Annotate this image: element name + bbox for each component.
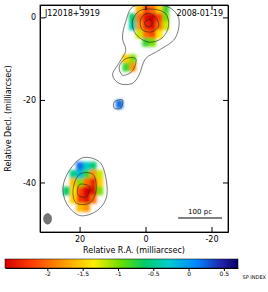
tick-mark [80, 227, 81, 232]
tick-label: -20 [23, 96, 36, 105]
index-cell [122, 63, 129, 72]
index-cell [136, 5, 143, 14]
tick: -40 [23, 179, 45, 188]
color-bar [5, 259, 238, 268]
tick-mark [212, 227, 213, 232]
axis-line [41, 232, 229, 233]
scale-bar-label: 100 pc [188, 208, 212, 216]
index-cell [83, 187, 90, 196]
tick: 20 [75, 227, 85, 244]
axis-line [6, 268, 239, 269]
index-cell [116, 100, 123, 109]
y-axis: 0 -20 -40 [23, 6, 45, 233]
index-cell [76, 162, 83, 171]
index-cell [83, 162, 90, 171]
beam [44, 213, 52, 224]
index-cell [63, 187, 70, 196]
x-axis: 20 0 -20 [41, 227, 229, 244]
contour [77, 184, 89, 197]
index-cell [142, 38, 149, 47]
index-cell [70, 170, 77, 179]
plot-frame [40, 5, 228, 232]
tick-label: -20 [205, 235, 218, 244]
tick-mark [146, 227, 147, 232]
tick: -1 [115, 268, 121, 277]
index-cell [129, 55, 136, 64]
tick-mark [223, 182, 228, 183]
title: J12018+3919 [44, 9, 100, 18]
tick-mark [223, 17, 228, 18]
tick: -2 [45, 268, 51, 277]
tick: 0 [187, 268, 191, 277]
tick: 0.5 [220, 268, 230, 277]
tick [146, 5, 147, 10]
tick-label: -2 [45, 270, 51, 277]
tick-label: 0 [31, 13, 36, 22]
tick: 0 [31, 13, 45, 22]
contour [145, 19, 153, 27]
color-bar-label: SP INDEX [243, 274, 267, 280]
tick-label: -1.5 [77, 270, 89, 277]
tick-label: 0 [143, 235, 148, 244]
tick-mark [146, 5, 147, 10]
index-cell [96, 187, 103, 196]
tick-mark [40, 182, 45, 183]
index-cell [129, 63, 136, 72]
axis-line [228, 6, 229, 233]
tick [223, 182, 228, 183]
tick [223, 100, 228, 101]
contour [119, 58, 136, 76]
tick: 0 [143, 227, 148, 244]
x-axis-title: Relative R.A. (milliarcsec) [83, 246, 185, 255]
tick-label: -0.5 [148, 270, 160, 277]
contour [140, 13, 159, 32]
spectral-index-map [63, 5, 169, 212]
tick: -0.5 [148, 268, 160, 277]
contour [113, 5, 180, 84]
contour [132, 9, 169, 42]
tick-mark [40, 100, 45, 101]
index-cell [96, 170, 103, 179]
axis-line [40, 6, 41, 233]
tick: -20 [23, 96, 45, 105]
index-cell [76, 178, 83, 187]
contour [113, 100, 122, 109]
scale-bar [178, 218, 222, 219]
tick-mark [223, 100, 228, 101]
index-cell [149, 30, 156, 39]
tick-label: 20 [75, 235, 85, 244]
subtitle: 2008-01-19 [177, 9, 224, 18]
tick [223, 17, 228, 18]
index-cell [155, 13, 162, 22]
y-axis-title: Relative Decl. (milliarcsec) [4, 65, 13, 171]
tick-label: -40 [23, 179, 36, 188]
index-cell [96, 178, 103, 187]
tick: -20 [205, 227, 218, 244]
contour [73, 173, 96, 205]
index-cell [83, 195, 90, 204]
chart: 200-200-20-40Relative R.A. (milliarcsec)… [0, 0, 268, 292]
index-cell [155, 30, 162, 39]
tick-label: -1 [115, 270, 121, 277]
index-cell [142, 30, 149, 39]
index-cell [76, 170, 83, 179]
y-axis-right [223, 6, 229, 233]
plot-area [44, 5, 180, 224]
axis-line [41, 5, 229, 6]
tick-label: 0 [187, 270, 191, 277]
tick-label: 0.5 [220, 270, 230, 277]
index-cell [83, 170, 90, 179]
tick: -1.5 [77, 268, 89, 277]
index-cell [89, 162, 96, 171]
index-cell [129, 22, 136, 31]
color-bar-axis: -2 -1.5 -1 -0.5 0 0.5 [6, 268, 239, 277]
contour [63, 157, 107, 215]
